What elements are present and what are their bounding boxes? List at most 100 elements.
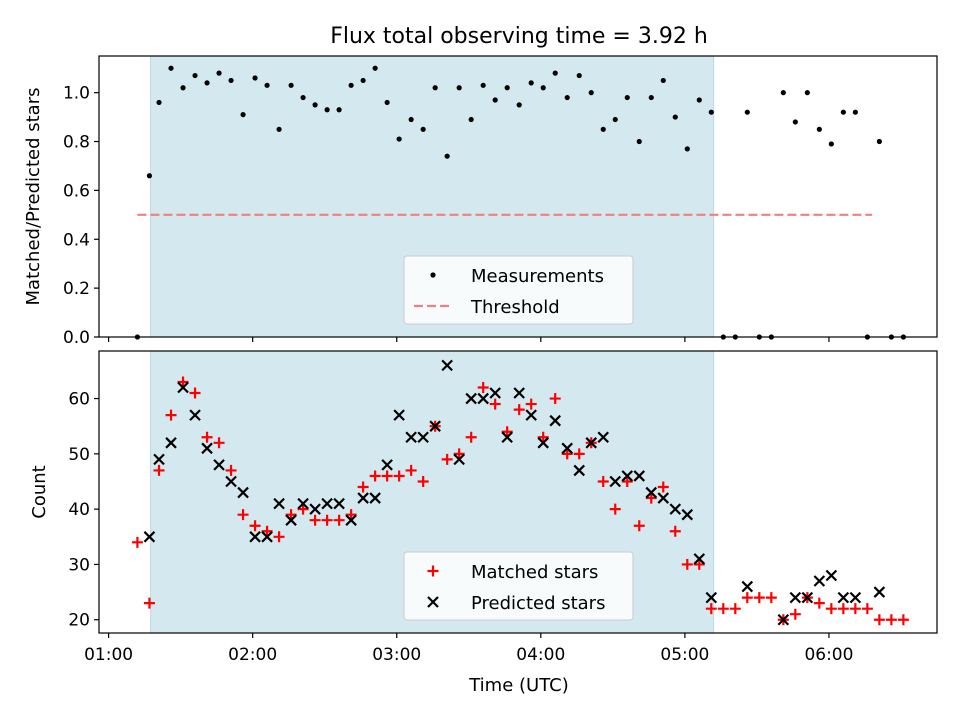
- matched-star-point: [489, 398, 501, 410]
- matched-star-point: [321, 514, 333, 526]
- matched-star-point: [201, 431, 213, 443]
- measurement-point: [816, 126, 822, 132]
- x-tick-label: 05:00: [660, 645, 709, 665]
- legend-label: Measurements: [471, 266, 604, 287]
- chart-title: Flux total observing time = 3.92 h: [330, 24, 708, 49]
- predicted-star-point: [237, 486, 249, 499]
- y-axis-label: Matched/Predicted stars: [23, 88, 44, 306]
- matched-star-point: [621, 475, 633, 487]
- matched-star-point: [765, 592, 777, 604]
- predicted-star-point: [489, 387, 501, 399]
- measurement-point: [792, 119, 798, 125]
- matched-star-point: [693, 558, 705, 570]
- predicted-star-point: [357, 492, 369, 504]
- measurement-point: [876, 138, 882, 145]
- matched-star-point: [861, 603, 873, 615]
- matched-star-point: [333, 514, 345, 526]
- predicted-star-point: [525, 409, 537, 421]
- predicted-star-point: [393, 409, 405, 421]
- measurement-point: [312, 102, 318, 108]
- x-axis-label: Time (UTC): [468, 675, 569, 696]
- measurement-point: [432, 85, 438, 91]
- matched-star-point: [717, 603, 729, 615]
- legend: Measurements Threshold: [403, 255, 634, 325]
- y-tick-label: 0.6: [63, 181, 90, 201]
- matched-star-point: [525, 398, 537, 410]
- measurement-point: [576, 72, 582, 79]
- axes-frame: [98, 350, 938, 634]
- y-tick-label: 0.0: [63, 328, 90, 348]
- predicted-star-point: [333, 497, 345, 510]
- measurement-point: [648, 94, 654, 101]
- measurement-point: [516, 102, 522, 108]
- measurement-point: [156, 99, 162, 106]
- measurement-point: [612, 116, 618, 123]
- matched-star-point: [369, 470, 381, 482]
- matched-star-point: [897, 614, 909, 626]
- legend-label: Predicted stars: [471, 593, 605, 614]
- matched-star-point: [381, 470, 393, 482]
- matched-star-point: [789, 608, 801, 620]
- measurement-point: [540, 85, 546, 91]
- matched-star-point: [549, 393, 561, 405]
- matched-star-point: [681, 558, 693, 570]
- measurement-point: [708, 109, 714, 115]
- predicted-star-point: [441, 359, 453, 372]
- measurement-point: [840, 109, 846, 115]
- matched-star-point: [225, 464, 237, 476]
- predicted-star-point: [693, 553, 706, 565]
- measurement-point: [252, 75, 258, 81]
- predicted-star-point: [705, 591, 718, 604]
- measurement-point: [600, 126, 606, 132]
- measurement-point: [396, 136, 402, 142]
- matched-star-point: [261, 525, 273, 537]
- matched-star-point: [297, 503, 309, 515]
- measurement-point: [564, 94, 570, 101]
- measurement-point: [456, 85, 462, 91]
- matched-star-point: [597, 475, 609, 487]
- y-tick-label: 30: [68, 555, 90, 575]
- x-tick-label: 02:00: [228, 645, 277, 665]
- measurement-point: [408, 116, 414, 123]
- matched-star-point: [357, 481, 369, 493]
- predicted-star-point: [537, 437, 549, 449]
- matched-star-point: [885, 614, 897, 626]
- predicted-star-point: [477, 392, 489, 405]
- measurement-point: [804, 90, 810, 96]
- matched-star-point: [537, 431, 549, 443]
- y-tick-label: 40: [68, 500, 90, 520]
- predicted-star-point: [143, 531, 156, 543]
- predicted-star-point: [657, 492, 670, 504]
- predicted-star-point: [501, 431, 513, 444]
- predicted-star-point: [645, 486, 658, 499]
- matched-star-point: [741, 592, 753, 604]
- legend-box: [403, 255, 634, 325]
- measurement-point: [324, 107, 330, 113]
- y-axis-label: Count: [29, 465, 50, 518]
- measurement-point: [468, 116, 474, 123]
- measurement-point: [552, 70, 558, 76]
- predicted-star-point: [429, 420, 441, 432]
- matched-star-point: [477, 381, 489, 393]
- measurement-point: [492, 97, 498, 103]
- measurement-point: [504, 85, 510, 91]
- matched-star-point: [633, 520, 645, 532]
- predicted-star-point: [453, 453, 465, 466]
- predicted-star-point: [381, 459, 393, 471]
- matched-star-point: [393, 470, 405, 482]
- x-tick-label: 03:00: [372, 645, 421, 665]
- matched-star-point: [513, 404, 525, 416]
- legend-label: Matched stars: [471, 562, 598, 583]
- predicted-star-point: [261, 531, 273, 543]
- predicted-star-point: [813, 575, 826, 587]
- y-tick-label: 60: [68, 390, 90, 410]
- measurement-point: [672, 114, 678, 120]
- predicted-star-point: [405, 431, 417, 444]
- predicted-star-point: [345, 514, 357, 526]
- legend-marker-matched: [427, 565, 439, 577]
- y-tick-label: 0.8: [63, 133, 90, 153]
- bottom-panel: 20 30 40 50 60 01:00 02:00 03:00 04:00 05:00 06:00…: [29, 350, 938, 696]
- matched-star-point: [837, 603, 849, 615]
- axes-frame: [98, 55, 938, 338]
- matched-star-point: [441, 453, 453, 465]
